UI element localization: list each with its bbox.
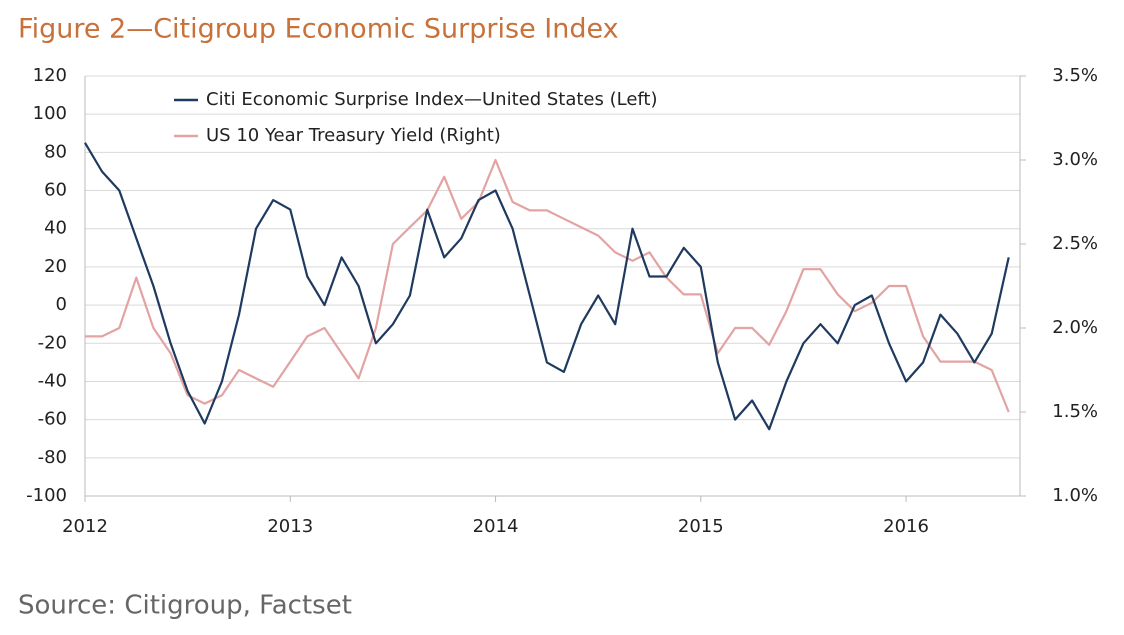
series-line xyxy=(85,158,1010,413)
y-tick-label: 40 xyxy=(44,218,67,239)
y-tick-label: 120 xyxy=(33,65,67,86)
legend-label: US 10 Year Treasury Yield (Right) xyxy=(206,125,501,146)
y-tick-label: 0 xyxy=(56,294,67,315)
y-tick-label: 100 xyxy=(33,103,67,124)
y-tick-label: -100 xyxy=(26,485,67,506)
legend-label: Citi Economic Surprise Index—United Stat… xyxy=(206,89,658,110)
x-tick-label: 2015 xyxy=(678,516,724,537)
chart-title: Figure 2—Citigroup Economic Surprise Ind… xyxy=(18,14,619,45)
y2-tick-label: 2.5% xyxy=(1052,233,1098,254)
y-tick-label: 20 xyxy=(44,256,67,277)
x-tick-label: 2013 xyxy=(267,516,313,537)
y2-tick-label: 1.5% xyxy=(1052,401,1098,422)
x-tick-label: 2012 xyxy=(62,516,108,537)
x-tick-label: 2016 xyxy=(883,516,929,537)
y2-tick-label: 3.5% xyxy=(1052,65,1098,86)
series-line xyxy=(84,142,1010,431)
y-tick-label: -60 xyxy=(38,409,67,430)
y2-tick-label: 2.0% xyxy=(1052,317,1098,338)
x-tick-label: 2014 xyxy=(473,516,519,537)
y-tick-label: -80 xyxy=(38,447,67,468)
y-tick-label: -20 xyxy=(38,332,67,353)
y-tick-label: -40 xyxy=(38,370,67,391)
source: Source: Citigroup, Factset xyxy=(18,591,352,621)
y-tick-label: 60 xyxy=(44,180,67,201)
y2-tick-label: 1.0% xyxy=(1052,485,1098,506)
y2-tick-label: 3.0% xyxy=(1052,149,1098,170)
y-tick-label: 80 xyxy=(44,141,67,162)
